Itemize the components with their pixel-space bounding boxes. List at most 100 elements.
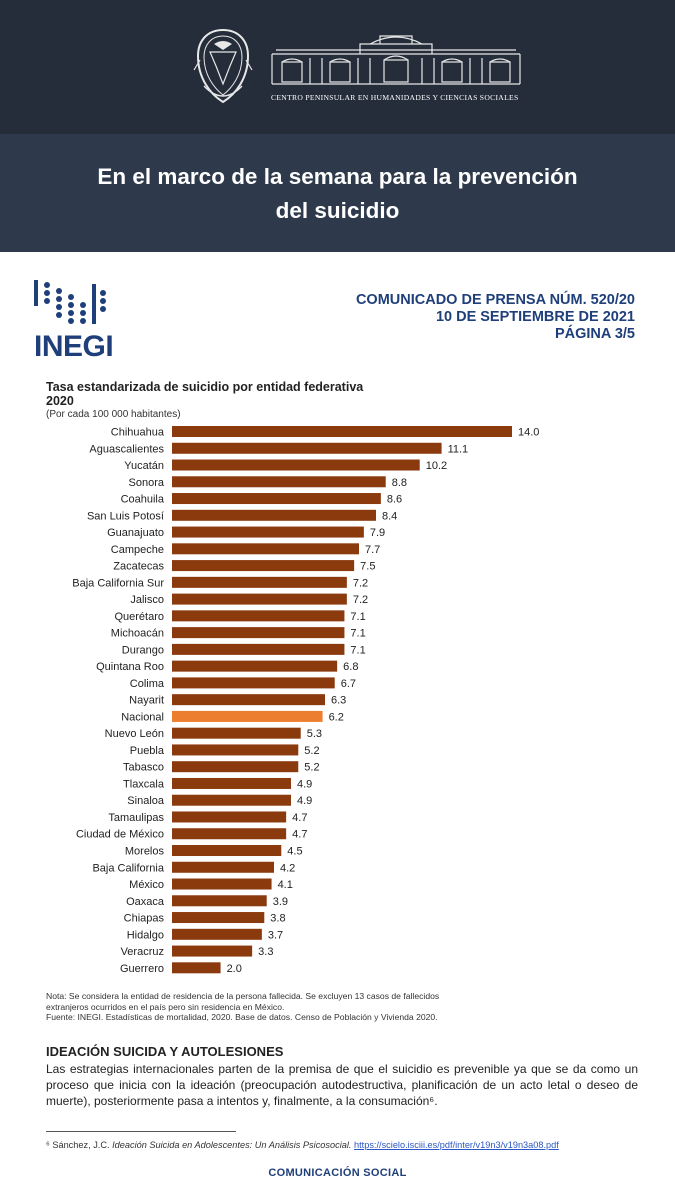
section-title: IDEACIÓN SUICIDA Y AUTOLESIONES [46, 1044, 284, 1059]
section-body: Las estrategias internacionales parten d… [46, 1062, 638, 1108]
bar [172, 694, 325, 706]
value-label-box [347, 575, 378, 589]
category-label: Yucatán [124, 460, 164, 472]
value-label: 8.6 [387, 494, 402, 506]
value-label: 8.8 [392, 477, 407, 489]
value-label-box [287, 810, 318, 824]
bar [172, 861, 274, 873]
chart-note-line-2: extranjeros ocurridos en el país pero si… [46, 1001, 285, 1012]
bar [172, 811, 287, 823]
value-label: 10.2 [426, 460, 447, 472]
category-label: Durango [122, 644, 164, 656]
value-label: 4.2 [280, 862, 295, 874]
value-label: 4.9 [297, 795, 312, 807]
value-label-box [323, 709, 354, 723]
value-label: 5.2 [304, 745, 319, 757]
value-label-box [355, 559, 386, 573]
bar [172, 660, 338, 672]
chart-title: Tasa estandarizada de suicidio por entid… [46, 380, 363, 408]
value-label: 7.9 [370, 527, 385, 539]
value-label-box [221, 961, 252, 975]
footer-label: COMUNICACIÓN SOCIAL [268, 1167, 407, 1179]
category-label: Nuevo León [105, 728, 164, 740]
value-label-box [262, 927, 293, 941]
category-label: Ciudad de México [76, 829, 164, 841]
value-label: 7.1 [350, 628, 365, 640]
value-label: 11.1 [448, 443, 469, 455]
title-banner [0, 134, 675, 252]
bar [172, 945, 253, 957]
bar [172, 643, 345, 655]
bar [172, 895, 267, 907]
press-release-page-number: PÁGINA 3/5 [554, 326, 635, 342]
bar [172, 878, 272, 890]
value-label-box [282, 844, 313, 857]
category-label: Michoacán [111, 628, 164, 640]
value-label: 5.2 [304, 762, 319, 774]
chart-note: Nota: Se considera la entidad de residen… [46, 991, 566, 1023]
value-label-box [381, 492, 412, 506]
category-label: Puebla [130, 745, 165, 757]
category-label: Guanajuato [107, 527, 164, 539]
value-label-box [287, 827, 318, 841]
building-logo-icon [271, 35, 521, 85]
institution-name: CENTRO PENINSULAR EN HUMANIDADES Y CIENC… [271, 93, 519, 102]
footnote: ⁶ Sánchez, J.C. Ideación Suicida en Adol… [46, 1140, 646, 1150]
value-label: 4.7 [292, 829, 307, 841]
bar [172, 493, 381, 505]
category-label: Querétaro [114, 611, 164, 623]
value-label-box [420, 458, 451, 472]
value-label-box [292, 793, 322, 807]
category-label: Colima [130, 678, 165, 690]
chart-subtitle: (Por cada 100 000 habitantes) [46, 409, 181, 420]
category-label: Tabasco [123, 762, 164, 774]
category-label: Sinaloa [127, 795, 165, 807]
value-label-box [386, 475, 417, 489]
value-label: 4.1 [278, 879, 293, 891]
value-label: 7.2 [353, 594, 368, 606]
value-label: 3.7 [268, 929, 283, 941]
value-label: 7.7 [365, 544, 380, 556]
value-label-box [360, 542, 390, 556]
bar [172, 677, 335, 689]
banner-title-line-2: del suicidio [275, 198, 400, 223]
bar [172, 442, 442, 454]
value-label: 4.7 [292, 812, 307, 824]
value-label-box [265, 911, 296, 925]
footnote-title: Ideación Suicida en Adolescentes: Un Aná… [112, 1140, 352, 1150]
category-label: Campeche [111, 544, 164, 556]
bar [172, 426, 512, 437]
inegi-logo-text: INEGI [34, 330, 114, 363]
press-release-number: COMUNICADO DE PRENSA NÚM. 520/20 [355, 292, 635, 308]
value-label: 4.5 [287, 846, 302, 858]
inegi-logo-icon [34, 280, 106, 324]
category-label: San Luis Potosí [87, 510, 164, 522]
value-label: 8.4 [382, 510, 397, 522]
bar [172, 744, 299, 756]
category-label: Veracruz [121, 946, 164, 958]
footnote-link[interactable]: https://scielo.isciii.es/pdf/inter/v19n3… [354, 1140, 559, 1150]
value-label-box [267, 894, 298, 908]
bar [172, 761, 299, 773]
value-label-box [442, 441, 473, 455]
category-label: Quintana Roo [96, 661, 164, 673]
value-label-box [377, 508, 407, 522]
footnote-author: ⁶ Sánchez, J.C. [46, 1140, 113, 1150]
press-release-header: COMUNICADO DE PRENSA NÚM. 520/20 10 DE S… [356, 292, 635, 343]
bar [172, 576, 347, 588]
chart-source: Fuente: INEGI. Estadísticas de mortalida… [46, 1012, 438, 1022]
banner-title-line-1: En el marco de la semana para la prevenc… [97, 164, 578, 189]
category-label: Hidalgo [127, 929, 164, 941]
bar [172, 845, 282, 856]
category-label: Sonora [129, 477, 165, 489]
value-label-box [275, 860, 305, 874]
bar [172, 610, 345, 622]
category-label: Tamaulipas [108, 812, 164, 824]
bar [172, 828, 287, 840]
value-label-box [253, 944, 284, 958]
value-label-box [299, 760, 330, 774]
category-label: Nayarit [129, 695, 164, 707]
category-label: México [129, 879, 164, 891]
category-label: Coahuila [121, 494, 165, 506]
value-label: 6.3 [331, 695, 346, 707]
